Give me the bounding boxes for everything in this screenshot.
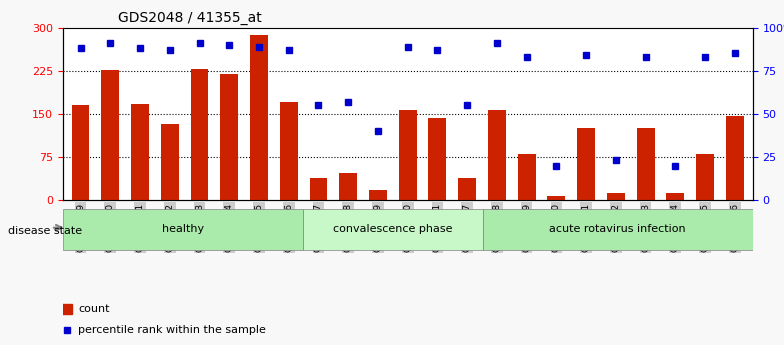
- Bar: [637, 128, 655, 200]
- Bar: [488, 110, 506, 200]
- Bar: [547, 196, 565, 200]
- FancyBboxPatch shape: [63, 209, 303, 250]
- Bar: [696, 154, 714, 200]
- FancyBboxPatch shape: [483, 209, 753, 250]
- Bar: [310, 178, 328, 200]
- Bar: [577, 128, 595, 200]
- Bar: [458, 178, 476, 200]
- Text: count: count: [78, 304, 110, 314]
- Bar: [161, 124, 179, 200]
- Bar: [429, 118, 446, 200]
- Bar: [607, 193, 625, 200]
- Bar: [191, 69, 209, 200]
- Bar: [399, 110, 416, 200]
- Bar: [280, 102, 298, 200]
- Text: disease state: disease state: [8, 226, 82, 236]
- Text: acute rotavirus infection: acute rotavirus infection: [550, 225, 686, 234]
- Bar: [339, 172, 358, 200]
- FancyBboxPatch shape: [303, 209, 483, 250]
- Text: percentile rank within the sample: percentile rank within the sample: [78, 325, 267, 335]
- Bar: [369, 190, 387, 200]
- Text: healthy: healthy: [162, 225, 204, 234]
- Bar: [666, 193, 684, 200]
- Bar: [71, 105, 89, 200]
- Text: convalescence phase: convalescence phase: [333, 225, 452, 234]
- Bar: [250, 35, 268, 200]
- Bar: [726, 116, 744, 200]
- Bar: [101, 70, 119, 200]
- Bar: [220, 73, 238, 200]
- Text: GDS2048 / 41355_at: GDS2048 / 41355_at: [118, 11, 262, 25]
- Bar: [131, 104, 149, 200]
- Bar: [517, 154, 535, 200]
